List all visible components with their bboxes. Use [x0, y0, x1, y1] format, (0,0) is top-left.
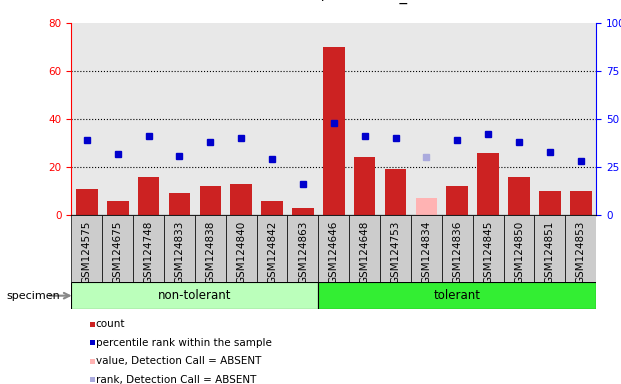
Bar	[380, 23, 411, 215]
Text: GSM124840: GSM124840	[236, 220, 246, 284]
Bar	[535, 215, 565, 282]
Text: GSM124838: GSM124838	[206, 220, 215, 284]
Bar	[199, 186, 221, 215]
Text: GSM124863: GSM124863	[298, 220, 308, 284]
Text: GSM124675: GSM124675	[113, 220, 123, 284]
Bar	[76, 189, 97, 215]
Bar	[71, 215, 102, 282]
Bar	[570, 191, 592, 215]
Bar	[169, 194, 190, 215]
Bar	[319, 215, 349, 282]
Text: GSM124851: GSM124851	[545, 220, 555, 284]
Text: GSM124753: GSM124753	[391, 220, 401, 284]
Bar	[349, 215, 380, 282]
Bar	[539, 191, 561, 215]
Bar	[535, 23, 565, 215]
Bar	[71, 282, 319, 309]
Bar	[226, 23, 256, 215]
Bar	[288, 215, 319, 282]
Text: non-tolerant: non-tolerant	[158, 289, 232, 302]
Text: GSM124834: GSM124834	[422, 220, 432, 284]
Text: GSM124646: GSM124646	[329, 220, 339, 284]
Bar	[256, 23, 288, 215]
Bar	[565, 215, 596, 282]
Bar	[323, 47, 345, 215]
Text: GSM124748: GSM124748	[143, 220, 153, 284]
Bar	[380, 215, 411, 282]
Text: count: count	[96, 319, 125, 329]
Bar	[195, 215, 226, 282]
Bar	[71, 23, 102, 215]
Bar	[508, 177, 530, 215]
Bar	[415, 198, 437, 215]
Bar	[565, 23, 596, 215]
Text: GSM124850: GSM124850	[514, 220, 524, 284]
Text: GSM124575: GSM124575	[82, 220, 92, 284]
Bar	[319, 23, 349, 215]
Bar	[442, 215, 473, 282]
Bar	[226, 215, 256, 282]
Text: specimen: specimen	[6, 291, 60, 301]
Bar	[261, 200, 283, 215]
Text: GSM124845: GSM124845	[483, 220, 493, 284]
Bar	[164, 215, 195, 282]
Bar	[349, 23, 380, 215]
Bar	[102, 23, 133, 215]
Bar	[138, 177, 160, 215]
Bar	[385, 169, 406, 215]
Bar	[230, 184, 252, 215]
Text: GSM124836: GSM124836	[452, 220, 462, 284]
Bar	[292, 208, 314, 215]
Text: tolerant: tolerant	[433, 289, 481, 302]
Text: GSM124833: GSM124833	[175, 220, 184, 284]
Bar	[319, 282, 596, 309]
Text: GSM124853: GSM124853	[576, 220, 586, 284]
Text: rank, Detection Call = ABSENT: rank, Detection Call = ABSENT	[96, 375, 256, 384]
Bar	[102, 215, 133, 282]
Text: value, Detection Call = ABSENT: value, Detection Call = ABSENT	[96, 356, 261, 366]
Bar	[473, 23, 504, 215]
Bar	[446, 186, 468, 215]
Bar	[411, 23, 442, 215]
Bar	[256, 215, 288, 282]
Bar	[133, 23, 164, 215]
Bar	[478, 152, 499, 215]
Bar	[354, 157, 376, 215]
Text: GSM124648: GSM124648	[360, 220, 369, 284]
Bar	[442, 23, 473, 215]
Text: GSM124842: GSM124842	[267, 220, 277, 284]
Bar	[504, 23, 535, 215]
Bar	[504, 215, 535, 282]
Text: GDS3282 / 1556873_at: GDS3282 / 1556873_at	[245, 0, 422, 4]
Bar	[133, 215, 164, 282]
Text: percentile rank within the sample: percentile rank within the sample	[96, 338, 271, 348]
Bar	[411, 215, 442, 282]
Bar	[195, 23, 226, 215]
Bar	[107, 200, 129, 215]
Bar	[473, 215, 504, 282]
Bar	[164, 23, 195, 215]
Bar	[288, 23, 319, 215]
